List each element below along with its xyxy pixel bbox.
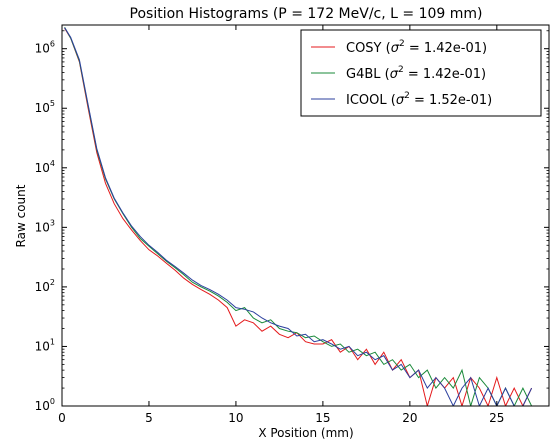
legend-label-g4bl: G4BL (σ2 = 1.42e-01) — [346, 65, 486, 82]
x-tick-label: 0 — [58, 411, 66, 425]
x-axis-ticks: 0 5 10 15 20 25 — [58, 25, 504, 425]
legend-box — [300, 29, 542, 117]
x-tick-label: 20 — [402, 411, 417, 425]
y-axis-label: Raw count — [14, 184, 28, 247]
plot-series-group — [64, 26, 533, 406]
y-tick-label: 104 — [35, 159, 55, 175]
x-tick-label: 10 — [228, 411, 243, 425]
y-tick-label: 106 — [35, 40, 55, 56]
y-tick-label: 102 — [35, 278, 55, 294]
legend: COSY (σ2 = 1.42e-01) G4BL (σ2 = 1.42e-01)… — [300, 29, 542, 117]
y-tick-label: 105 — [35, 99, 55, 115]
y-tick-label: 103 — [35, 218, 55, 234]
y-axis-ticks: 100 101 102 103 104 105 106 — [35, 30, 549, 413]
legend-label-icool: ICOOL (σ2 = 1.52e-01) — [346, 91, 492, 108]
x-axis-label: X Position (mm) — [258, 426, 353, 440]
x-tick-label: 15 — [315, 411, 330, 425]
x-tick-label: 5 — [145, 411, 153, 425]
series-line-g4bl — [64, 26, 533, 406]
plot-frame — [61, 24, 550, 407]
y-tick-label: 101 — [35, 337, 55, 353]
y-tick-label: 100 — [35, 397, 55, 413]
x-tick-label: 25 — [489, 411, 504, 425]
series-line-icool — [64, 27, 533, 406]
legend-label-cosy: COSY (σ2 = 1.42e-01) — [346, 39, 487, 56]
chart-title: Position Histograms (P = 172 MeV/c, L = … — [130, 6, 483, 22]
